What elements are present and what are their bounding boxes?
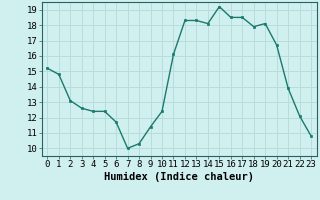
X-axis label: Humidex (Indice chaleur): Humidex (Indice chaleur) — [104, 172, 254, 182]
